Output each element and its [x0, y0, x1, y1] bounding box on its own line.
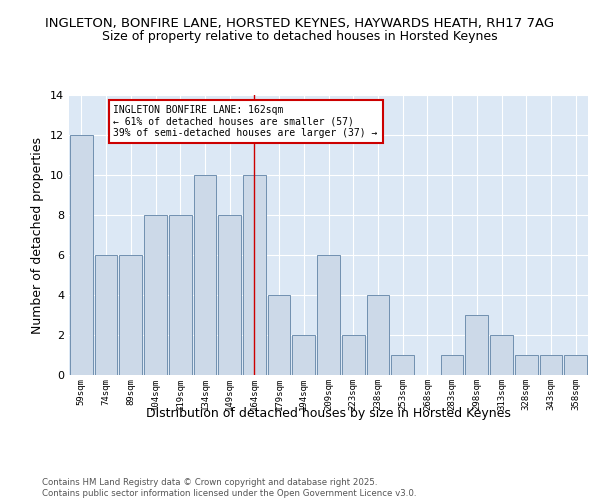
- Bar: [391, 355, 414, 375]
- Bar: [292, 335, 315, 375]
- Bar: [119, 255, 142, 375]
- Bar: [317, 255, 340, 375]
- Text: Contains HM Land Registry data © Crown copyright and database right 2025.
Contai: Contains HM Land Registry data © Crown c…: [42, 478, 416, 498]
- Bar: [539, 355, 562, 375]
- Bar: [95, 255, 118, 375]
- Bar: [367, 295, 389, 375]
- Y-axis label: Number of detached properties: Number of detached properties: [31, 136, 44, 334]
- Bar: [70, 135, 93, 375]
- Text: INGLETON BONFIRE LANE: 162sqm
← 61% of detached houses are smaller (57)
39% of s: INGLETON BONFIRE LANE: 162sqm ← 61% of d…: [113, 105, 378, 138]
- Bar: [342, 335, 365, 375]
- Text: INGLETON, BONFIRE LANE, HORSTED KEYNES, HAYWARDS HEATH, RH17 7AG: INGLETON, BONFIRE LANE, HORSTED KEYNES, …: [46, 18, 554, 30]
- Bar: [169, 215, 191, 375]
- Bar: [466, 315, 488, 375]
- Bar: [243, 175, 266, 375]
- Bar: [490, 335, 513, 375]
- Bar: [515, 355, 538, 375]
- Bar: [144, 215, 167, 375]
- Bar: [564, 355, 587, 375]
- Bar: [218, 215, 241, 375]
- Bar: [268, 295, 290, 375]
- Text: Distribution of detached houses by size in Horsted Keynes: Distribution of detached houses by size …: [146, 408, 511, 420]
- Bar: [194, 175, 216, 375]
- Text: Size of property relative to detached houses in Horsted Keynes: Size of property relative to detached ho…: [102, 30, 498, 43]
- Bar: [441, 355, 463, 375]
